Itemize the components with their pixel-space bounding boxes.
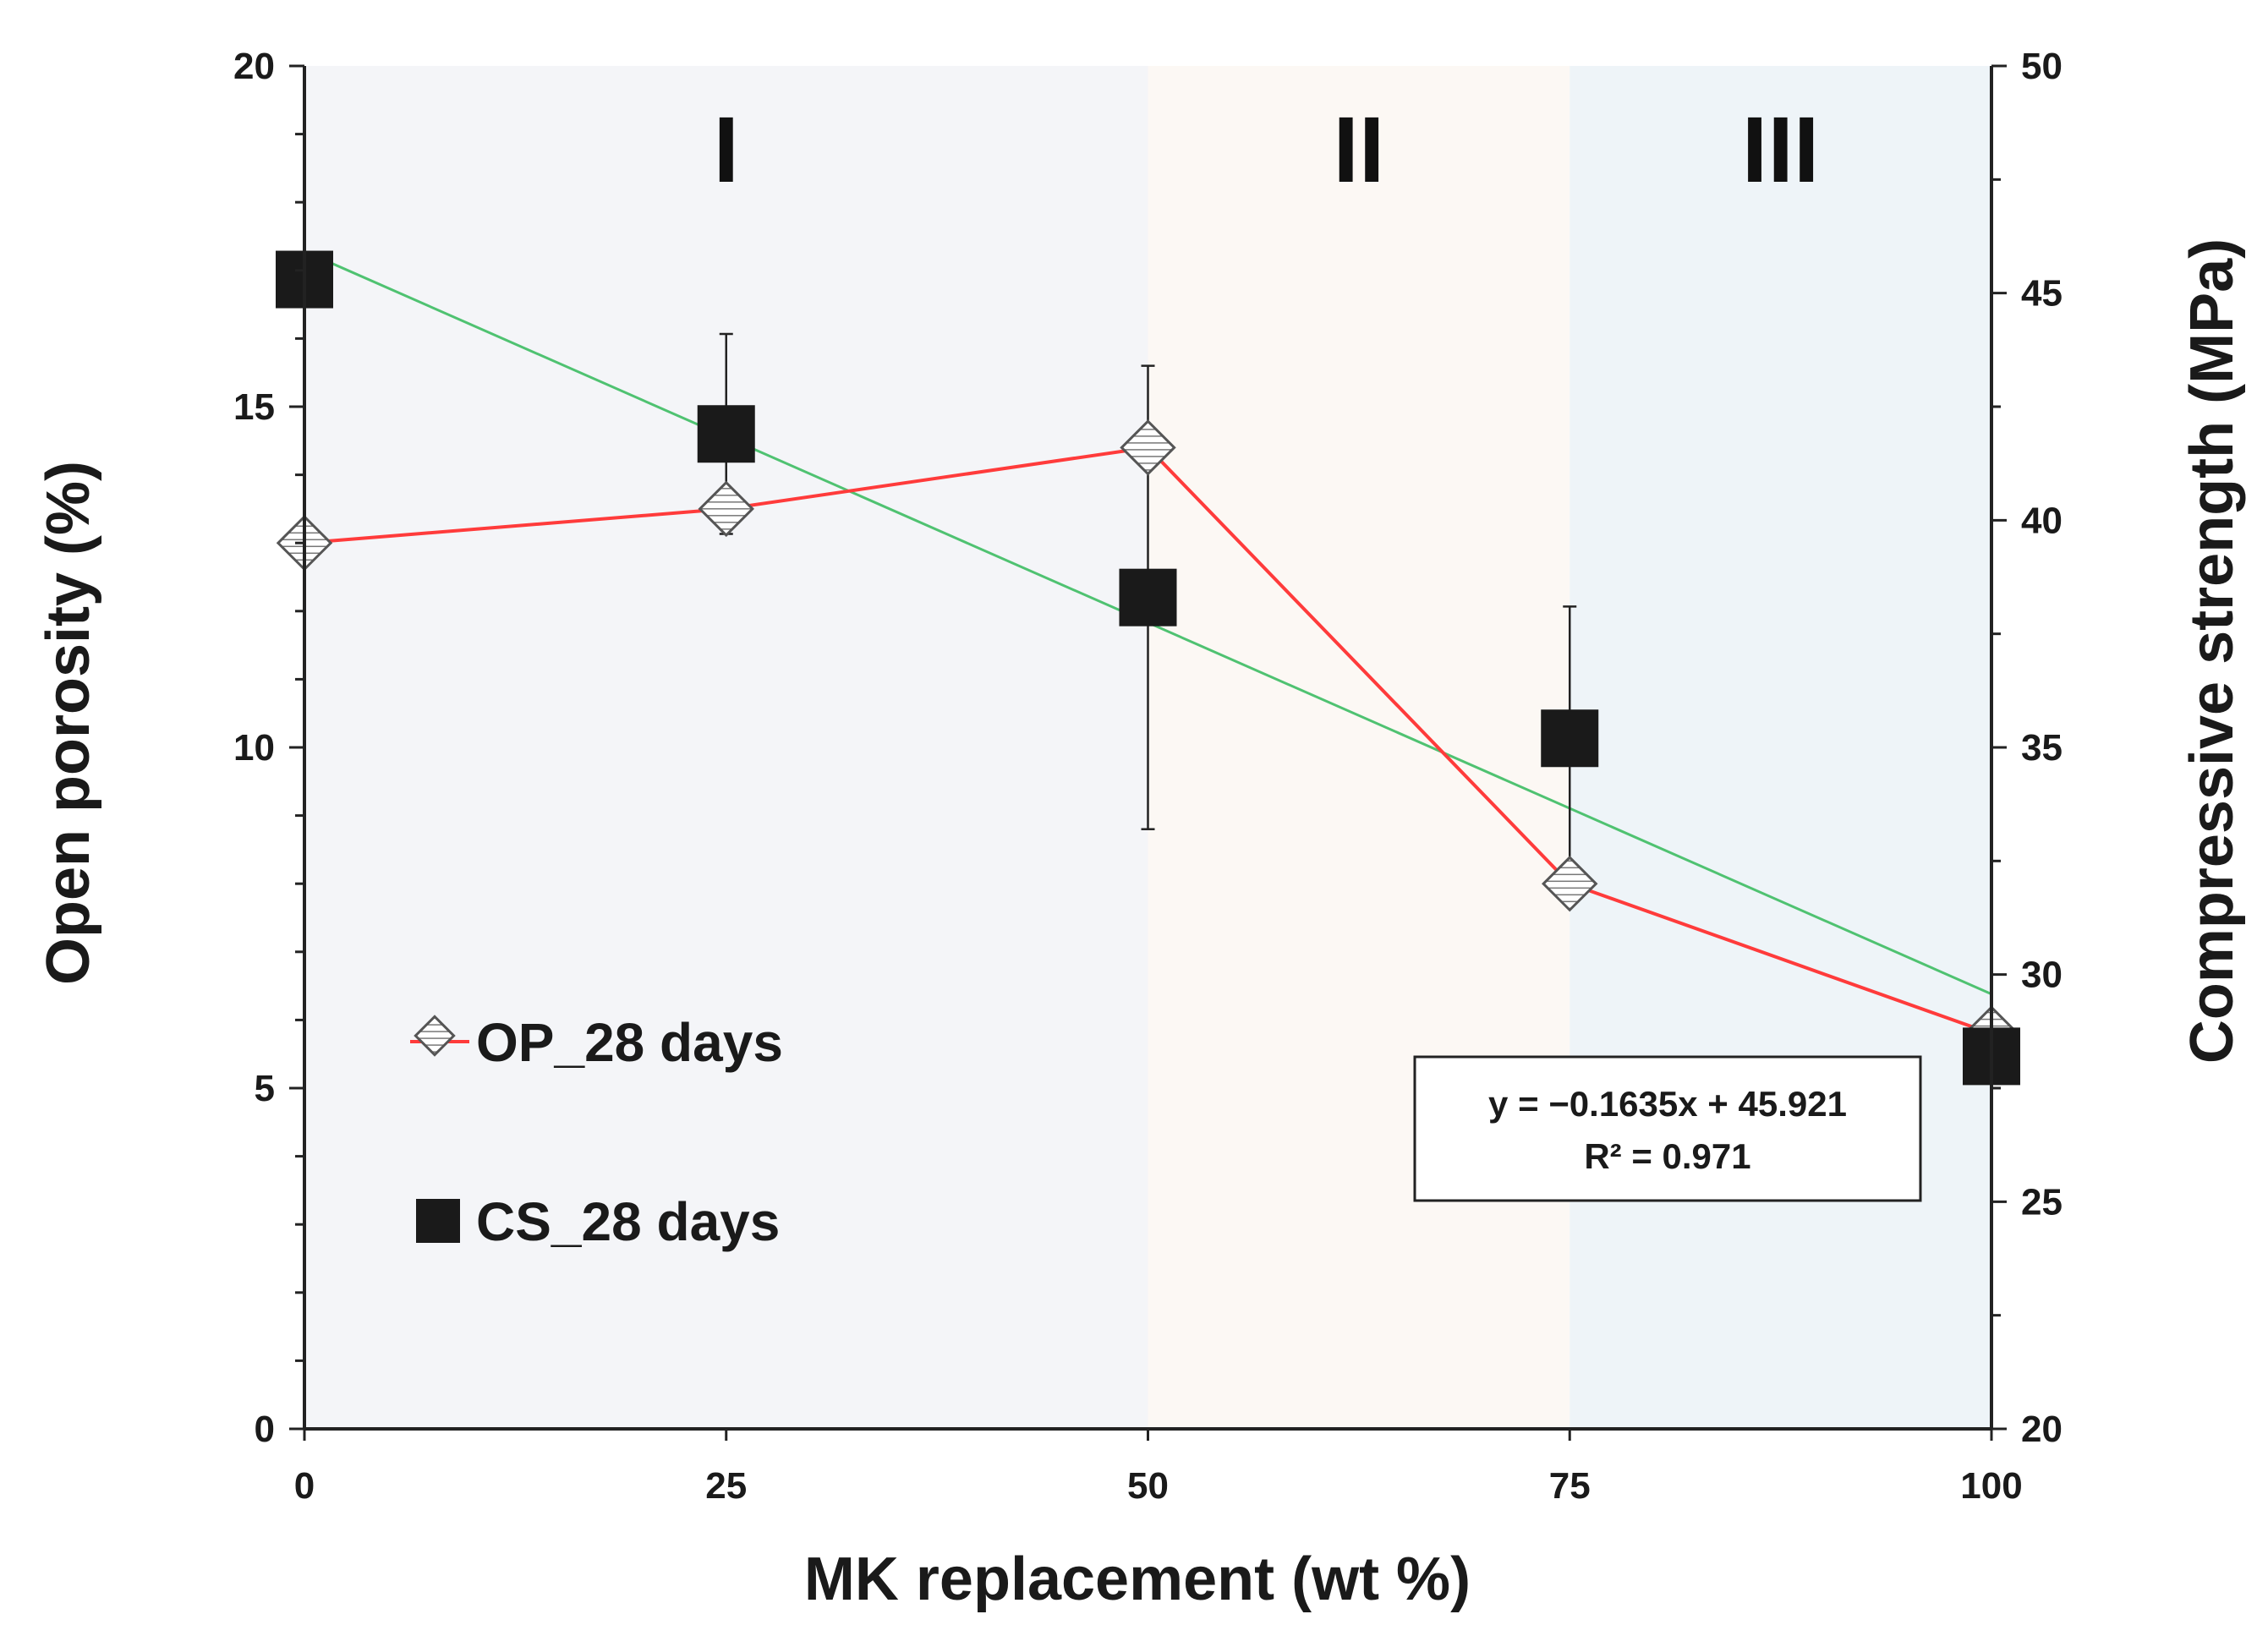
right-tick-label-6: 50 xyxy=(2021,46,2063,87)
x-tick-label-1: 25 xyxy=(705,1465,747,1507)
y-axis-right-title: Compressive strength (MPa) xyxy=(2178,238,2246,1064)
left-tick-label-0: 0 xyxy=(255,1409,275,1450)
right-tick-label-3: 35 xyxy=(2021,727,2063,769)
x-tick-label-4: 100 xyxy=(1960,1465,2022,1507)
x-axis-title: MK replacement (wt %) xyxy=(804,1546,1471,1613)
x-tick-label-2: 50 xyxy=(1127,1465,1169,1507)
region-label-1: I xyxy=(713,98,739,202)
x-tick-label-0: 0 xyxy=(294,1465,315,1507)
region-3 xyxy=(1570,66,1991,1429)
legend-cs-marker xyxy=(416,1199,460,1243)
left-tick-label-2: 10 xyxy=(233,727,275,769)
region-label-3: III xyxy=(1742,98,1820,202)
cs-point-3 xyxy=(1541,709,1598,767)
legend-cs-label: CS_28 days xyxy=(476,1191,780,1252)
trendline-r2: R² = 0.971 xyxy=(1584,1136,1750,1176)
left-tick-label-1: 5 xyxy=(255,1068,275,1109)
right-tick-label-4: 40 xyxy=(2021,500,2063,541)
chart: I II III 05101520202530354045500 25 50 75 100 … xyxy=(0,0,2268,1636)
left-tick-label-4: 20 xyxy=(233,46,275,87)
legend-op-label: OP_28 days xyxy=(476,1012,783,1073)
x-tick-label-3: 75 xyxy=(1549,1465,1591,1507)
y-axis-left-title: Open porosity (%) xyxy=(35,461,102,985)
right-tick-label-2: 30 xyxy=(2021,955,2063,996)
equation-box-frame xyxy=(1415,1057,1920,1201)
region-label-2: II xyxy=(1333,98,1384,202)
left-tick-label-3: 15 xyxy=(233,386,275,428)
trendline-equation: y = −0.1635x + 45.921 xyxy=(1488,1084,1847,1124)
equation-box: y = −0.1635x + 45.921 R² = 0.971 xyxy=(1415,1057,1920,1201)
cs-point-1 xyxy=(698,405,755,462)
right-tick-label-0: 20 xyxy=(2021,1409,2063,1450)
right-tick-label-5: 45 xyxy=(2021,273,2063,315)
right-tick-label-1: 25 xyxy=(2021,1181,2063,1223)
cs-point-2 xyxy=(1120,569,1177,626)
region-2 xyxy=(1148,66,1570,1429)
